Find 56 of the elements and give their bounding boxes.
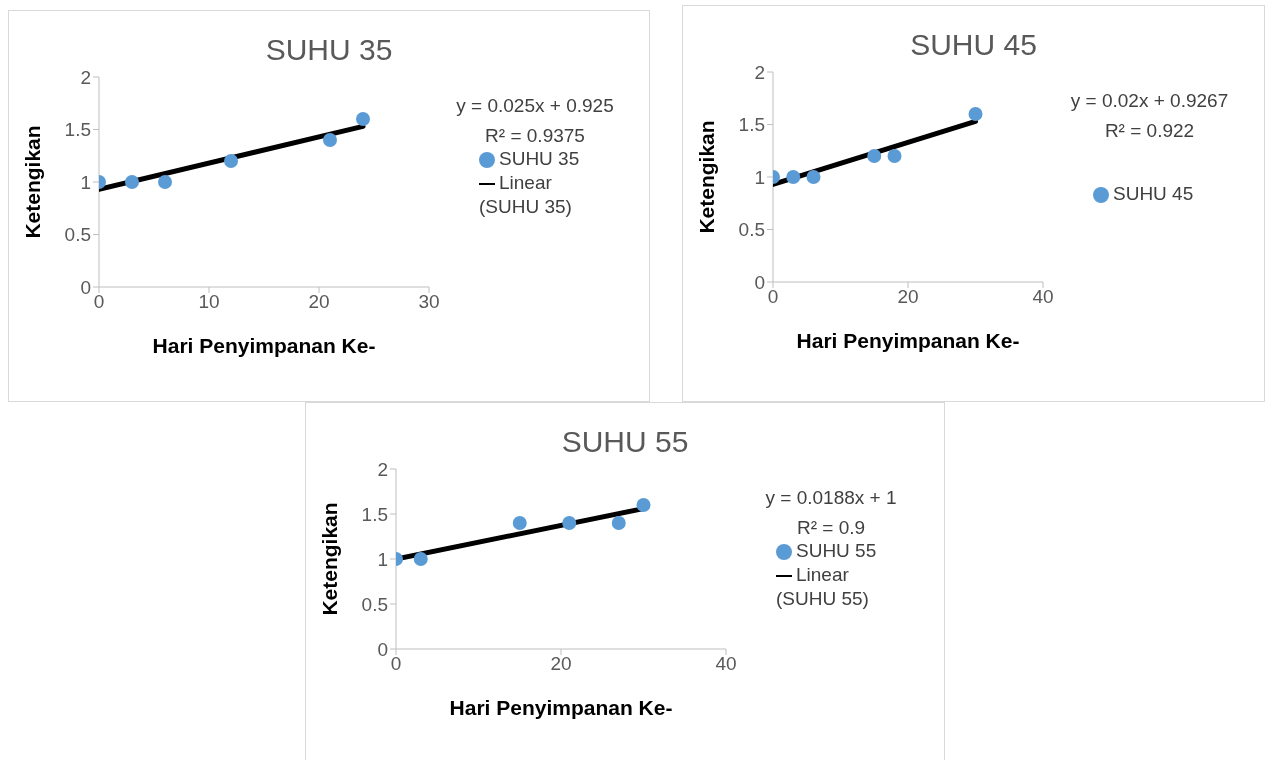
point (356, 112, 370, 126)
point (323, 133, 337, 147)
point (887, 149, 902, 163)
y-tick-label: 1 (80, 171, 91, 193)
y-axis-title: Ketengikan (21, 125, 45, 239)
point (968, 107, 983, 121)
y-tick-label: 1 (754, 166, 765, 188)
y-tick-label: 0.5 (361, 593, 388, 615)
legend-label: SUHU 35 (499, 148, 580, 169)
text: y = 0.025x + 0.925 (455, 94, 615, 118)
point (224, 154, 238, 168)
text: R² = 0.9 (796, 517, 866, 538)
point (806, 170, 821, 184)
text: R² = 0.922 (1103, 119, 1196, 143)
point (867, 149, 882, 163)
y-tick-label: 1.5 (361, 503, 388, 525)
y-tick-label: 0.5 (738, 219, 765, 241)
y-tick-label: 0.5 (64, 224, 91, 246)
text: y = 0.0188x + 1 (764, 486, 898, 510)
y-axis-title: Ketengikan (318, 502, 342, 616)
x-tick-label: 40 (1032, 286, 1054, 308)
chart-title: SUHU 35 (264, 33, 394, 67)
legend-label: SUHU 45 (1113, 183, 1194, 204)
y-tick-label: 0 (754, 271, 765, 293)
x-tick-label: 20 (897, 286, 919, 308)
x-axis-title: Hari Penyimpanan Ke- (152, 334, 376, 357)
y-tick-label: 1.5 (64, 119, 91, 141)
y-tick-label: 1 (377, 548, 388, 570)
text: y = 0.02x + 0.9267 (1069, 89, 1230, 113)
x-axis-title: Hari Penyimpanan Ke- (796, 329, 1020, 352)
point (636, 498, 651, 512)
point (611, 516, 626, 530)
y-tick-label: 1.5 (738, 114, 765, 136)
point (413, 552, 428, 566)
y-axis-title: Ketengikan (695, 120, 719, 234)
chart-title: SUHU 45 (909, 28, 1038, 62)
x-tick-label: 40 (715, 653, 737, 675)
x-tick-label: 20 (550, 653, 572, 675)
text: R² = 0.9375 (485, 125, 585, 146)
legend-label: Linear (SUHU 55) (776, 564, 869, 609)
y-tick-label: 2 (377, 458, 388, 480)
legend-label: Linear (SUHU 35) (479, 172, 572, 217)
chart-title: SUHU 55 (560, 425, 690, 459)
point (786, 170, 801, 184)
x-tick-label: 10 (198, 291, 220, 313)
point (158, 175, 172, 189)
legend-label: SUHU 55 (796, 540, 877, 561)
point (562, 516, 577, 530)
point (512, 516, 527, 530)
x-axis-title: Hari Penyimpanan Ke- (449, 696, 673, 719)
y-tick-label: 2 (754, 61, 765, 83)
x-tick-label: 20 (308, 291, 330, 313)
y-tick-label: 2 (80, 66, 91, 88)
point (125, 175, 139, 189)
y-tick-label: 0 (377, 638, 388, 660)
x-tick-label: 30 (418, 291, 440, 313)
